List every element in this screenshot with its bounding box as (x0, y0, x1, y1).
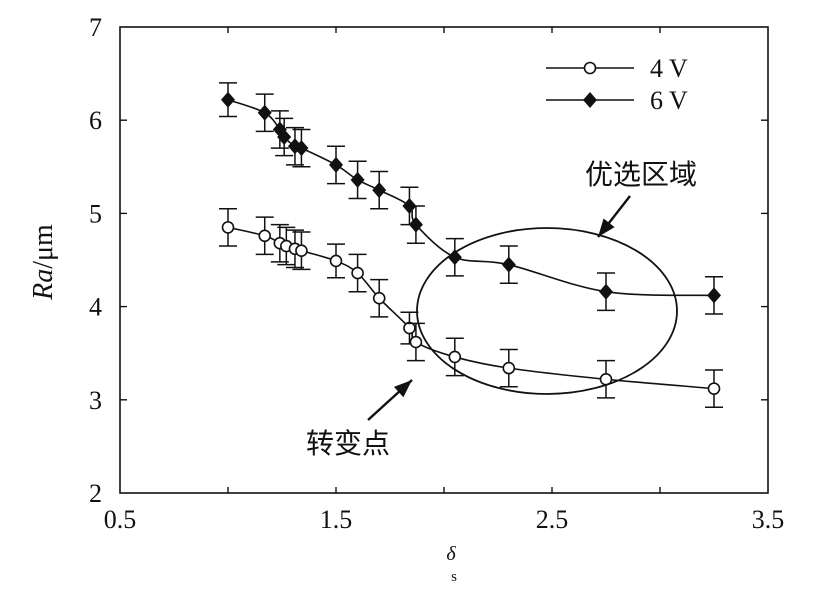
legend-label: 4 V (650, 54, 688, 83)
y-tick-label: 4 (89, 293, 102, 322)
series-4v (219, 207, 723, 409)
x-tick-label: 3.5 (752, 505, 785, 534)
arrow-head (393, 380, 412, 398)
preferred-region-ellipse (416, 227, 678, 395)
data-point (294, 140, 309, 157)
axes: 2 3 4 5 6 7 0.5 1.5 2.5 3.5 (89, 13, 784, 534)
annotation-layer (367, 195, 678, 421)
y-tick-label: 5 (89, 199, 102, 228)
arrow-head (598, 218, 615, 237)
data-point (329, 156, 343, 173)
y-tick-label: 7 (89, 13, 102, 42)
data-point (448, 350, 462, 364)
data-point (372, 182, 387, 199)
y-axis-label: Ra/μm (28, 224, 59, 301)
data-point (599, 283, 613, 300)
annotation-preferred-region: 优选区域 (585, 158, 697, 191)
data-point (351, 266, 364, 280)
annotation-transition-point: 转变点 (306, 427, 390, 460)
x-axis-label: δ (446, 543, 456, 565)
legend-marker (583, 92, 597, 108)
data-point (707, 287, 721, 304)
y-tick-label: 3 (89, 386, 102, 415)
data-point (277, 128, 292, 145)
data-point (350, 171, 365, 188)
legend-label: 6 V (650, 86, 688, 115)
x-tick-label: 0.5 (104, 505, 137, 534)
arrow-preferred-region (597, 195, 631, 238)
data-point (447, 249, 462, 266)
y-tick-label: 6 (89, 106, 102, 135)
data-point (372, 291, 386, 305)
x-tick-label: 2.5 (536, 505, 569, 534)
data-point (408, 216, 423, 233)
series-6v (219, 82, 723, 315)
legend: 4 V6 V (546, 54, 688, 115)
x-axis-label-subscript: s (451, 569, 457, 585)
data-point (329, 254, 343, 268)
data-point (257, 104, 272, 121)
x-tick-label: 1.5 (320, 505, 353, 534)
data-point (501, 256, 516, 273)
arrow-transition-point (367, 379, 413, 421)
data-point (409, 335, 423, 349)
y-axis-label-italic: Ra (28, 269, 59, 301)
y-tick-label: 2 (89, 479, 102, 508)
y-axis-label-unit: /μm (28, 224, 59, 269)
data-point (221, 91, 235, 108)
data-point (707, 382, 721, 395)
data-point (502, 361, 516, 375)
series-layer (219, 82, 723, 409)
data-point (403, 321, 416, 335)
data-point (258, 229, 272, 243)
data-point (221, 221, 235, 234)
legend-marker (583, 61, 597, 75)
data-point (295, 244, 308, 257)
